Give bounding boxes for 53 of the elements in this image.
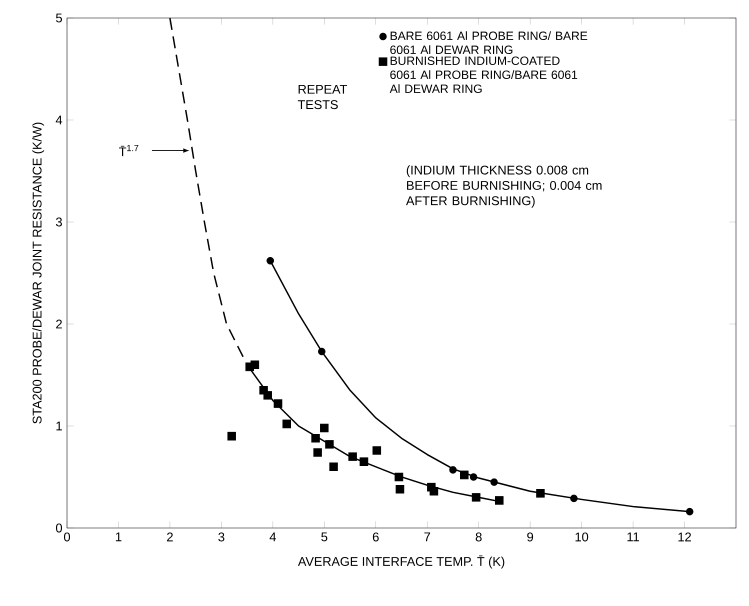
- y-tick-label: 3: [56, 218, 62, 226]
- point: [282, 420, 292, 428]
- point: [490, 478, 498, 486]
- x-tick-label: 4: [270, 532, 276, 542]
- y-tick-label: 2: [56, 320, 62, 328]
- x-tick-label: 12: [678, 532, 691, 542]
- x-tick-label: 6: [372, 532, 379, 542]
- x-axis-title: AVERAGE INTERFACE TEMP. T̄ (K): [298, 555, 504, 568]
- x-tick-label: 9: [527, 532, 534, 542]
- y-tick-label: 0: [56, 524, 62, 532]
- x-tick-label: 10: [576, 532, 588, 542]
- point: [329, 462, 338, 472]
- point: [536, 489, 545, 498]
- point: [263, 391, 272, 400]
- x-tick-label: 3: [218, 532, 224, 542]
- annotation: REPEAT TESTS: [298, 84, 348, 110]
- point: [449, 466, 457, 474]
- x-tick-label: 8: [476, 532, 482, 542]
- y-tick-label: 1: [56, 422, 62, 430]
- annotation: T̄$^{1.7}$: [119, 144, 138, 156]
- x-tick-label: 11: [627, 532, 640, 542]
- x-tick-label: 5: [321, 532, 328, 542]
- point: [311, 434, 320, 442]
- point: [686, 508, 694, 516]
- point: [325, 440, 334, 449]
- point: [430, 487, 438, 496]
- point: [472, 493, 480, 502]
- point: [495, 496, 504, 505]
- point: [313, 448, 322, 457]
- legend-label: BARE 6061 Al PROBE RING/ BARE 6061 Al DEWAR RING: [390, 31, 588, 54]
- point: [470, 473, 478, 481]
- x-tick-label: 0: [64, 532, 70, 542]
- point: [250, 360, 260, 370]
- point: [266, 257, 274, 264]
- point: [372, 446, 382, 455]
- x-tick-label: 7: [424, 532, 430, 542]
- point: [396, 484, 404, 494]
- point: [320, 424, 329, 432]
- x-tick-label: 2: [167, 532, 173, 542]
- x-tick-label: 1: [116, 532, 122, 542]
- y-tick-label: 5: [56, 14, 62, 22]
- y-axis-title: STA200 PROBE/DEWAR JOINT RESISTANCE (K/W): [32, 122, 44, 424]
- point: [460, 470, 469, 480]
- point: [227, 432, 236, 440]
- point: [348, 452, 357, 461]
- annotation: (INDIUM THICKNESS 0.008 cm BEFORE BURNISHING; 0.004 cm AFTER BURNISHING): [406, 165, 602, 208]
- point: [394, 472, 404, 482]
- point: [274, 399, 282, 408]
- point: [570, 494, 578, 502]
- point: [318, 348, 326, 356]
- point: [360, 457, 368, 466]
- legend-label: BURNISHED INDIUM-COATED 6061 Al PROBE RING/BARE 6061 Al DEWAR RING: [390, 56, 578, 94]
- y-tick-label: 4: [56, 116, 62, 124]
